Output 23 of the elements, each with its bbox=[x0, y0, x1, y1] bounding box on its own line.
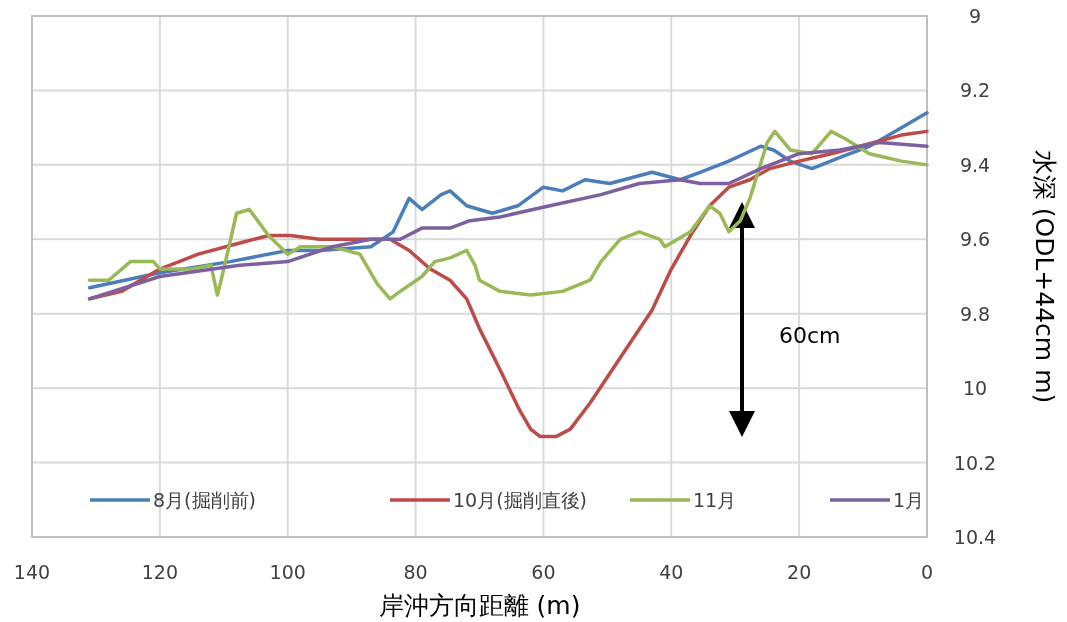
x-tick-label: 140 bbox=[13, 561, 51, 583]
legend-label: 1月 bbox=[893, 489, 925, 511]
x-tick-label: 20 bbox=[787, 561, 812, 583]
x-tick-label: 40 bbox=[659, 561, 684, 583]
x-tick-label: 60 bbox=[531, 561, 556, 583]
x-tick-label: 100 bbox=[269, 561, 306, 583]
y-tick-label: 9.6 bbox=[959, 228, 991, 251]
y-tick-label: 10.4 bbox=[953, 526, 997, 548]
legend-label: 8月(掘削前) bbox=[153, 489, 256, 511]
legend-label: 10月(掘削直後) bbox=[453, 489, 588, 511]
legend-label: 11月 bbox=[693, 489, 737, 511]
y-axis-title: 水深 (ODL+44cm m) bbox=[1030, 149, 1059, 404]
y-tick-label: 9.4 bbox=[959, 153, 991, 176]
x-tick-label: 120 bbox=[141, 561, 178, 583]
x-tick-label: 0 bbox=[920, 561, 934, 583]
x-axis-title: 岸沖方向距離 (m) bbox=[378, 591, 581, 620]
x-tick-label: 80 bbox=[403, 561, 428, 583]
y-tick-label: 10 bbox=[962, 377, 988, 400]
y-tick-label: 9 bbox=[968, 5, 982, 27]
y-tick-label: 9.8 bbox=[959, 302, 991, 325]
y-tick-label: 10.2 bbox=[953, 451, 997, 474]
y-tick-label: 9.2 bbox=[959, 79, 991, 102]
annotation: 60cm bbox=[779, 323, 841, 348]
